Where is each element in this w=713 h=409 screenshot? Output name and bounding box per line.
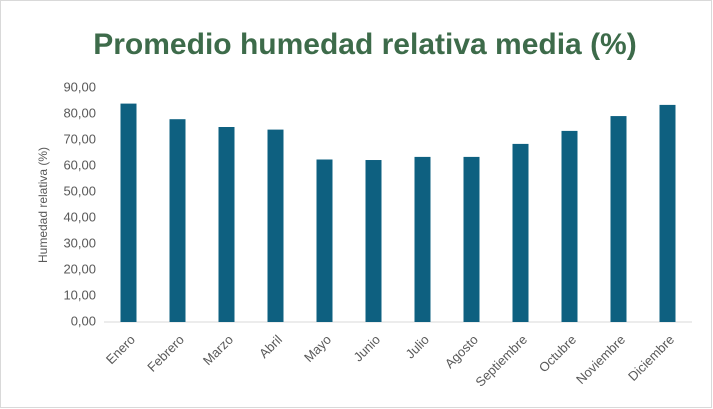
y-tick-label: 10,00 — [63, 287, 96, 302]
bar — [169, 119, 186, 322]
bar — [120, 103, 137, 322]
y-axis-title: Humedad relativa (%) — [36, 147, 50, 263]
y-tick-label: 90,00 — [63, 79, 96, 94]
y-tick-label: 50,00 — [63, 183, 96, 198]
y-tick-label: 0,00 — [71, 313, 96, 328]
y-tick-label: 70,00 — [63, 131, 96, 146]
bar — [610, 116, 627, 322]
y-tick-label: 20,00 — [63, 261, 96, 276]
bar — [463, 156, 480, 322]
bar — [365, 160, 382, 322]
bar — [316, 159, 333, 322]
chart-title: Promedio humedad relativa media (%) — [93, 28, 636, 61]
bar — [659, 104, 676, 323]
bar — [561, 130, 578, 322]
bar — [218, 127, 235, 322]
y-tick-label: 80,00 — [63, 105, 96, 120]
y-tick-label: 30,00 — [63, 235, 96, 250]
bar — [414, 156, 431, 322]
y-tick-label: 60,00 — [63, 157, 96, 172]
bar — [512, 143, 529, 322]
bar — [267, 129, 284, 322]
y-tick-label: 40,00 — [63, 209, 96, 224]
